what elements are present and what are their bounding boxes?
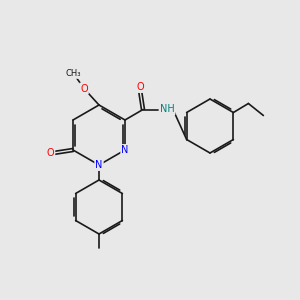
Text: NH: NH bbox=[160, 104, 174, 115]
Text: N: N bbox=[95, 160, 103, 170]
Text: O: O bbox=[136, 82, 144, 92]
Text: O: O bbox=[47, 148, 54, 158]
Text: N: N bbox=[121, 145, 129, 155]
Text: O: O bbox=[80, 83, 88, 94]
Text: CH₃: CH₃ bbox=[66, 69, 81, 78]
